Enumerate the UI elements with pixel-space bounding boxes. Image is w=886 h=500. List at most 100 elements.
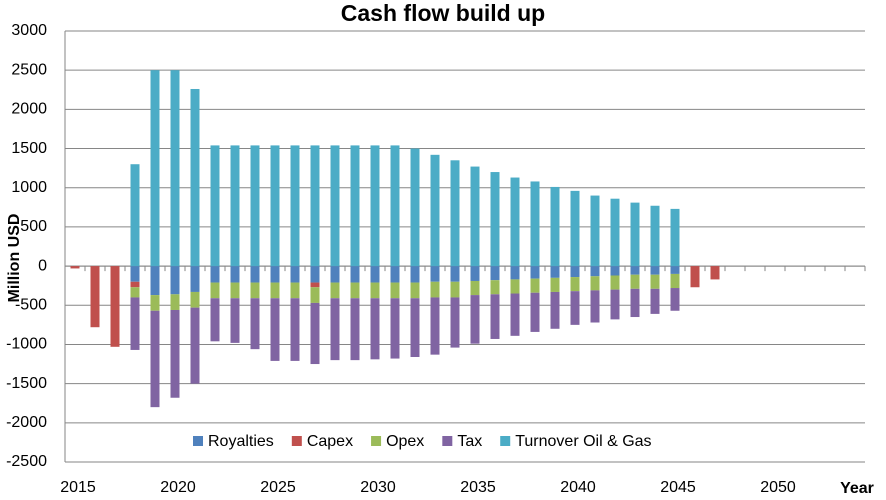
- legend-label: Tax: [457, 433, 482, 450]
- y-axis-title: Million USD: [6, 214, 23, 303]
- bar-segment: [370, 298, 380, 360]
- bar-segment: [350, 145, 360, 267]
- bar-segment: [310, 287, 320, 303]
- legend-label: Capex: [307, 433, 353, 450]
- legend-label: Turnover Oil & Gas: [515, 433, 651, 450]
- y-tick-label: 0: [38, 257, 47, 274]
- y-tick-label: 1000: [11, 179, 47, 196]
- bar-segment: [350, 266, 360, 283]
- bar-segment: [530, 266, 540, 279]
- bar-segment: [410, 298, 420, 357]
- bar-segment: [590, 266, 600, 277]
- bar-segment: [610, 198, 620, 267]
- y-tick-label: -2000: [6, 414, 47, 431]
- bar-segment: [390, 145, 400, 267]
- bar-segment: [130, 266, 140, 282]
- bar-segment: [130, 164, 140, 267]
- bar-segment: [270, 145, 280, 267]
- bar-segment: [290, 298, 300, 361]
- bar-segment: [510, 177, 520, 267]
- y-tick-label: -1500: [6, 375, 47, 392]
- bar-segment: [550, 266, 560, 278]
- bar-segment: [510, 279, 520, 294]
- bar-segment: [570, 277, 580, 292]
- bar-segment: [410, 266, 420, 283]
- bar-segment: [210, 266, 220, 283]
- bar-segment: [370, 145, 380, 267]
- legend: Royalties Capex Opex Tax Turnover Oil & Gas: [193, 433, 652, 450]
- bar-segment: [90, 266, 100, 328]
- bar-segment: [270, 266, 280, 283]
- bar-segment: [150, 310, 160, 408]
- bar-segment: [450, 266, 460, 282]
- bar-segment: [590, 276, 600, 291]
- legend-swatch: [371, 436, 382, 446]
- bar-segment: [350, 282, 360, 299]
- bar-segment: [450, 281, 460, 298]
- x-axis-title: Year: [840, 480, 874, 497]
- bar-segment: [490, 266, 500, 281]
- bar-segment: [450, 297, 460, 348]
- bar-segment: [650, 205, 660, 267]
- x-tick-label: 2040: [560, 479, 596, 496]
- bar-segment: [470, 166, 480, 267]
- bar-segment: [670, 288, 680, 311]
- x-tick-label: 2020: [160, 479, 196, 496]
- bar-segment: [610, 275, 620, 290]
- bar-segment: [470, 295, 480, 344]
- bar-segment: [310, 302, 320, 365]
- bar-segment: [550, 291, 560, 329]
- bar-segment: [430, 297, 440, 355]
- bar-segment: [310, 266, 320, 283]
- y-tick-label: -500: [15, 296, 47, 313]
- x-tick-label: 2030: [360, 479, 396, 496]
- bar-segment: [550, 186, 560, 267]
- y-tick-label: 500: [20, 218, 47, 235]
- bar-segment: [410, 282, 420, 299]
- bar-segment: [190, 291, 200, 308]
- bar-segment: [590, 195, 600, 267]
- bar-segment: [170, 70, 180, 267]
- bar-segment: [210, 145, 220, 267]
- legend-swatch: [291, 436, 302, 446]
- bar-segment: [410, 148, 420, 267]
- bar-segment: [670, 266, 680, 274]
- bar-segment: [550, 277, 560, 292]
- bar-segment: [350, 298, 360, 361]
- bar-segment: [250, 282, 260, 299]
- bar-segment: [270, 298, 280, 361]
- bar-segment: [470, 266, 480, 281]
- bar-segment: [330, 298, 340, 361]
- bar-segment: [170, 309, 180, 398]
- bar-segment: [250, 145, 260, 267]
- bar-segment: [690, 266, 700, 288]
- bar-segment: [290, 266, 300, 283]
- y-tick-label: 2000: [11, 101, 47, 118]
- bar-segment: [130, 287, 140, 298]
- bar-segment: [170, 294, 180, 310]
- bar-segment: [570, 291, 580, 325]
- bar-segment: [210, 298, 220, 342]
- bar-segment: [630, 202, 640, 267]
- bar-segment: [370, 266, 380, 283]
- bar-segment: [230, 282, 240, 299]
- legend-swatch: [500, 436, 511, 446]
- bar-segment: [570, 266, 580, 278]
- bar-segment: [70, 266, 80, 269]
- bar-segment: [230, 266, 240, 283]
- bar-segment: [210, 282, 220, 299]
- bar-segment: [250, 298, 260, 350]
- bar-segment: [430, 266, 440, 282]
- bar-segment: [590, 290, 600, 323]
- y-tick-label: -1000: [6, 336, 47, 353]
- bar-segment: [370, 282, 380, 299]
- bar-segment: [650, 266, 660, 275]
- bar-segment: [490, 294, 500, 339]
- bar-segment: [250, 266, 260, 283]
- bar-segment: [510, 293, 520, 336]
- bar-segment: [430, 154, 440, 267]
- y-tick-label: 3000: [11, 22, 47, 39]
- bar-segment: [650, 274, 660, 289]
- bar-segment: [630, 288, 640, 318]
